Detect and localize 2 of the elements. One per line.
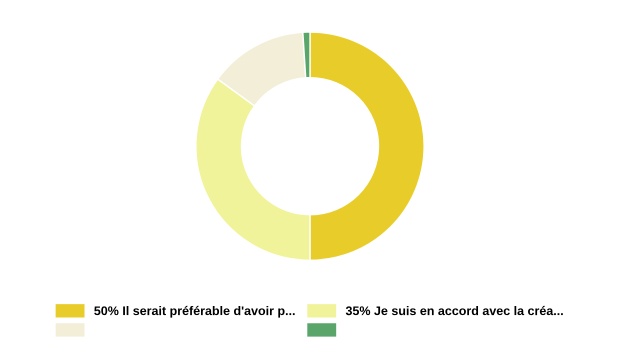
legend-label: 35% Je suis en accord avec la créa...: [346, 306, 563, 316]
legend-label: 50% Il serait préférable d'avoir p...: [94, 306, 295, 318]
